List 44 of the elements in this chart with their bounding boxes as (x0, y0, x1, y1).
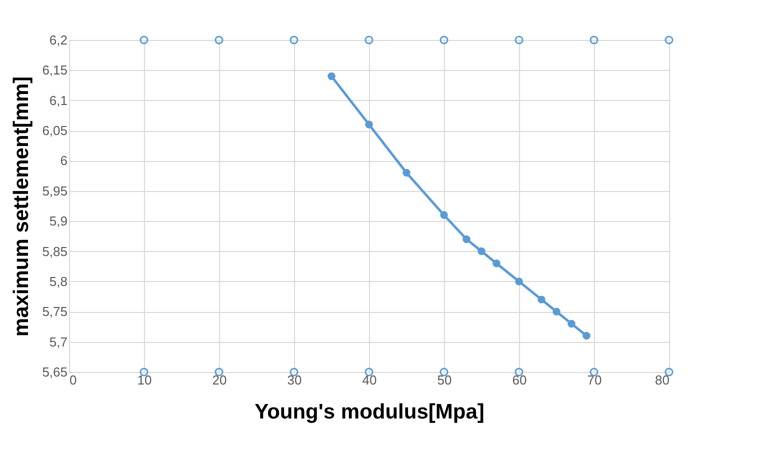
y-axis-title: maximum settlement[mm] (10, 76, 34, 337)
point (664, 36, 674, 44)
point (440, 211, 448, 219)
point (492, 259, 500, 268)
point (290, 36, 298, 44)
y-tick-label: 5,65 (42, 364, 68, 380)
x-tick-label: 20 (212, 372, 227, 388)
point (568, 320, 576, 328)
y-tick-label: 5,85 (42, 244, 68, 259)
point (514, 36, 524, 44)
point (515, 278, 523, 286)
point (478, 247, 486, 256)
point (140, 36, 148, 44)
x-tick-label: 30 (287, 372, 302, 388)
x-tick-label: 50 (437, 372, 452, 388)
y-tick-label: 6 (60, 153, 68, 168)
y-tick-label: 6,1 (49, 92, 68, 108)
point (402, 168, 410, 177)
point (538, 296, 546, 304)
y-tick-label: 5,7 (49, 334, 68, 350)
x-tick-label: 10 (137, 372, 152, 388)
point (462, 235, 470, 244)
point (328, 72, 336, 80)
y-tick-label: 5,8 (49, 274, 68, 289)
x-tick-label: 60 (512, 372, 527, 388)
x-tick-label: 0 (70, 372, 77, 388)
point (664, 368, 674, 376)
point (552, 308, 560, 316)
point (440, 36, 448, 44)
point (582, 332, 590, 340)
y-tick-label: 6,2 (49, 32, 68, 48)
y-tick-label: 6,15 (42, 62, 68, 78)
x-tick-label: 70 (587, 372, 602, 388)
point (365, 120, 373, 128)
point (214, 36, 224, 44)
x-tick-label: 80 (655, 372, 670, 388)
y-tick-label: 6,05 (42, 123, 68, 138)
y-tick-label: 5,9 (49, 214, 68, 229)
y-tick-label: 5,75 (42, 304, 68, 320)
x-axis-title: Young's modulus[Mpa] (254, 400, 484, 424)
y-tick-label: 5,95 (42, 183, 68, 198)
point (590, 36, 598, 44)
x-tick-label: 40 (362, 372, 377, 388)
point (364, 36, 374, 44)
